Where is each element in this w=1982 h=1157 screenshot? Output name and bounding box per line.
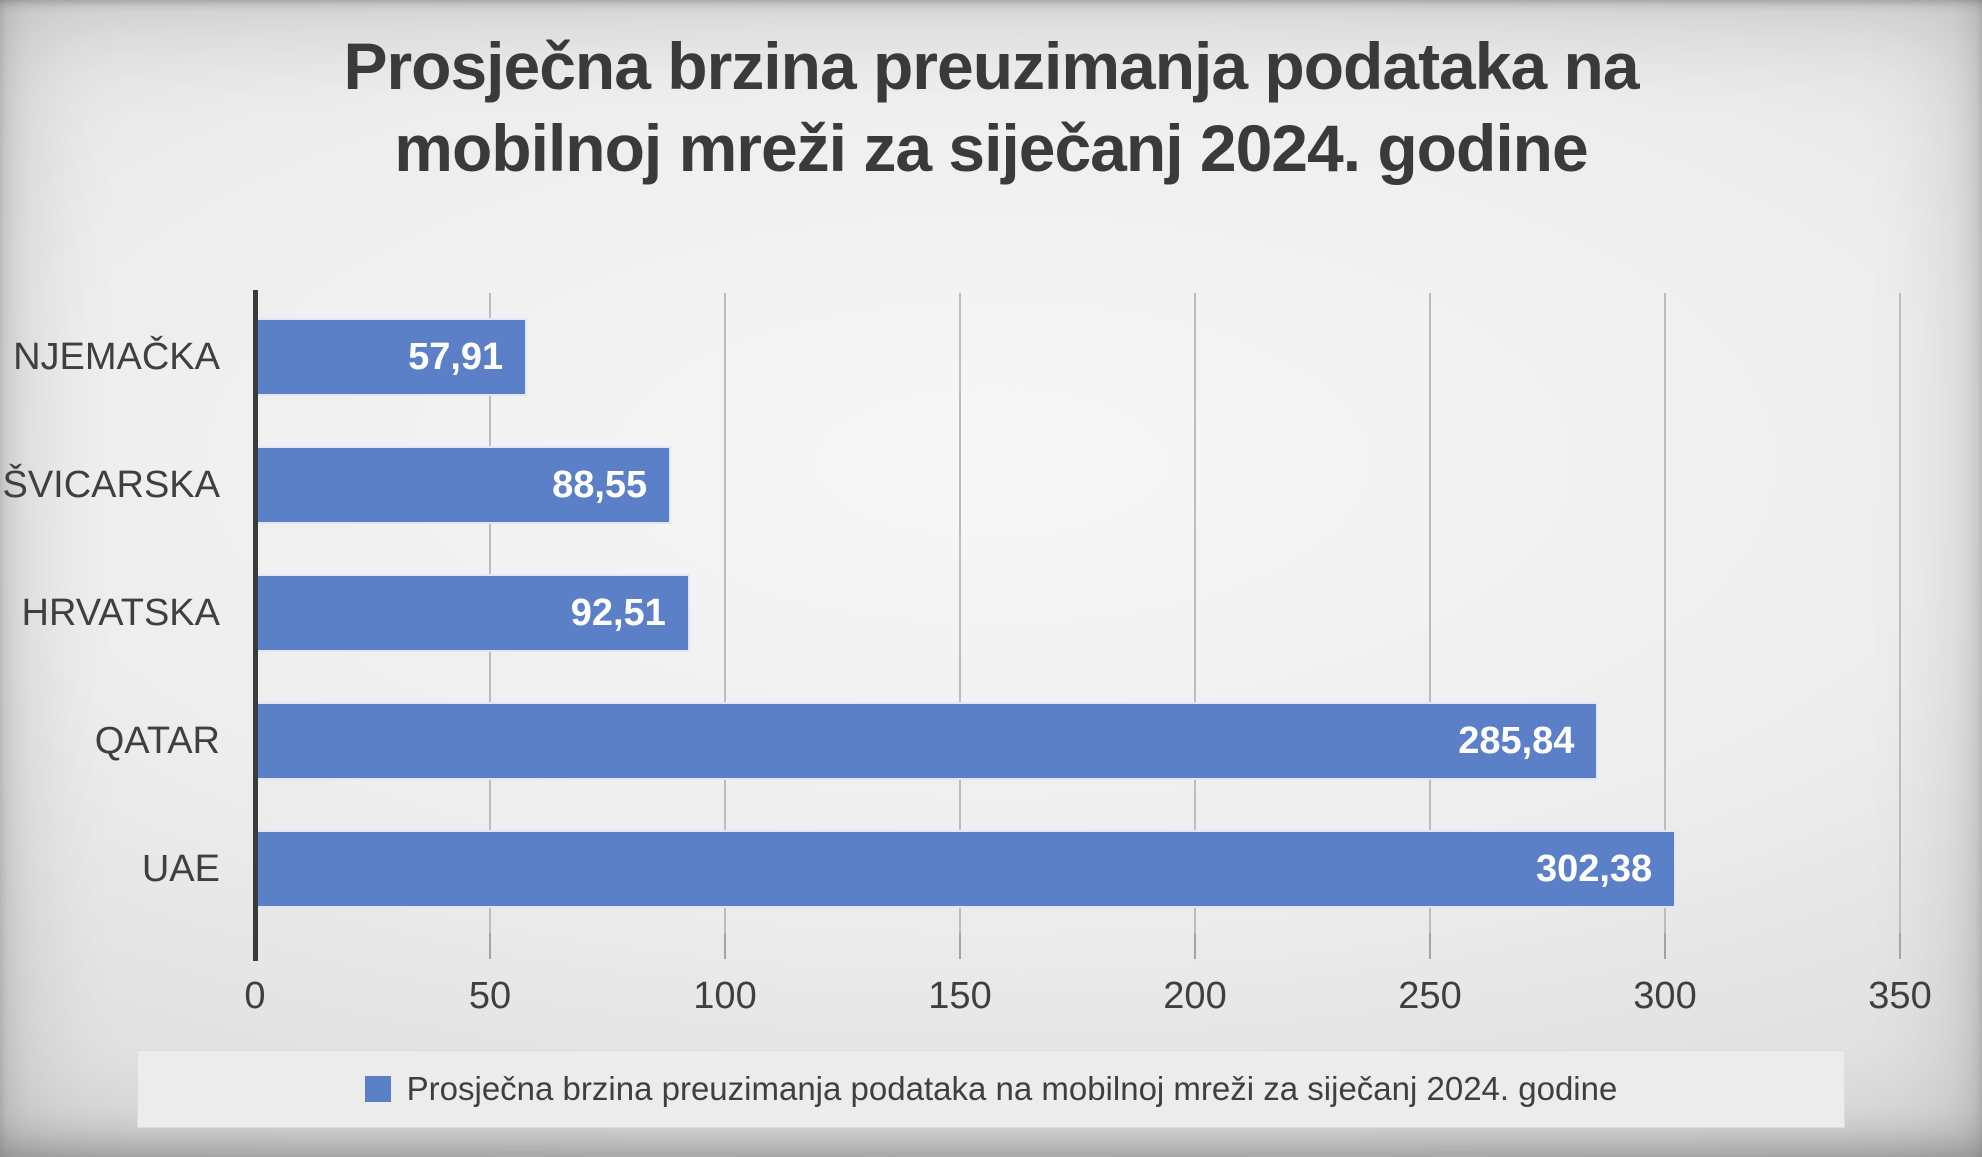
x-tick-label-50: 50 — [468, 975, 512, 1017]
legend: Prosječna brzina preuzimanja podataka na… — [137, 1050, 1845, 1128]
category-label-qatar: QATAR — [94, 719, 220, 762]
x-tick-label-300: 300 — [1633, 975, 1697, 1017]
bar-row: 88,55 — [255, 421, 1900, 549]
tick-x-200 — [1194, 933, 1196, 959]
gridline-x-150 — [959, 293, 961, 933]
gridline-x-250 — [1429, 293, 1431, 933]
x-tick-label-250: 250 — [1398, 975, 1462, 1017]
bar-qatar: 285,84 — [255, 702, 1599, 780]
tick-x-250 — [1429, 933, 1431, 959]
category-axis: NJEMAČKA ŠVICARSKA HRVATSKA QATAR UAE — [0, 293, 228, 933]
chart-title-line2: mobilnoj mreži za siječanj 2024. godine — [394, 110, 1588, 185]
category-label-hrvatska: HRVATSKA — [21, 591, 221, 634]
x-tick-label-350: 350 — [1868, 975, 1932, 1017]
category-label-uae: UAE — [141, 847, 220, 890]
bar-row: 57,91 — [255, 293, 1900, 421]
tick-x-100 — [724, 933, 726, 959]
x-tick-label-200: 200 — [1163, 975, 1227, 1017]
tick-x-50 — [489, 933, 491, 959]
bar-value-label: 57,91 — [408, 335, 504, 378]
x-tick-label-0: 0 — [244, 975, 266, 1017]
chart-title-line1: Prosječna brzina preuzimanja podataka na — [343, 29, 1639, 103]
gridline-x-100 — [724, 293, 726, 933]
bar-value-label: 285,84 — [1458, 719, 1575, 762]
y-axis-line — [253, 290, 258, 961]
legend-label: Prosječna brzina preuzimanja podataka na… — [406, 1070, 1618, 1107]
x-tick-label-100: 100 — [693, 975, 757, 1017]
plot-area: 57,91 88,55 92,51 285,84 302,38 — [253, 290, 1901, 961]
bar-row: 302,38 — [255, 805, 1900, 933]
gridline-x-350 — [1899, 293, 1901, 933]
bar-hrvatska: 92,51 — [255, 574, 690, 652]
category-label-njemačka: NJEMAČKA — [13, 335, 220, 378]
x-tick-label-150: 150 — [928, 975, 992, 1017]
bar-švicarska: 88,55 — [255, 446, 672, 524]
bar-value-label: 88,55 — [552, 463, 648, 506]
bar-njemačka: 57,91 — [255, 318, 528, 396]
bar-row: 285,84 — [255, 677, 1900, 805]
gridline-x-200 — [1194, 293, 1196, 933]
tick-x-350 — [1899, 933, 1901, 959]
x-axis: 0 50 100 150 200 250 300 350 — [244, 975, 1931, 1025]
legend-swatch-icon — [364, 1076, 391, 1102]
tick-x-300 — [1664, 933, 1666, 959]
bar-row: 92,51 — [255, 549, 1900, 677]
chart-title: Prosječna brzina preuzimanja podataka na… — [0, 26, 1982, 190]
bar-value-label: 92,51 — [570, 591, 666, 634]
gridline-x-300 — [1664, 293, 1666, 933]
bar-value-label: 302,38 — [1535, 847, 1653, 890]
tick-x-150 — [959, 933, 961, 959]
category-label-švicarska: ŠVICARSKA — [2, 463, 220, 506]
bar-uae: 302,38 — [255, 830, 1677, 908]
